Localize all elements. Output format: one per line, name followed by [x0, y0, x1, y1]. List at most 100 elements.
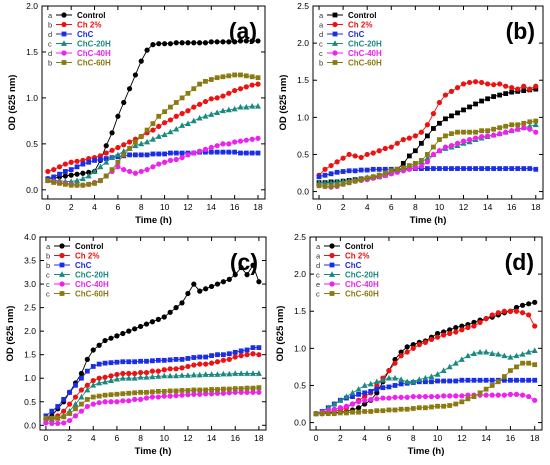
data-point — [459, 323, 465, 329]
data-point — [232, 389, 238, 395]
legend-label: Control — [75, 242, 103, 251]
data-point — [79, 175, 86, 182]
legend-letter: c — [316, 290, 320, 299]
data-point — [96, 400, 102, 406]
legend-letter: a — [316, 252, 321, 261]
data-point — [144, 358, 149, 364]
data-point — [477, 348, 484, 355]
data-point — [203, 149, 208, 155]
data-point — [214, 95, 220, 101]
data-point — [437, 137, 442, 143]
data-point — [527, 119, 533, 125]
data-point — [155, 368, 161, 374]
data-point — [173, 100, 179, 105]
data-point — [532, 377, 538, 383]
data-point — [220, 357, 227, 363]
data-point — [138, 140, 145, 147]
data-point — [477, 319, 483, 325]
data-point — [238, 353, 244, 359]
data-point — [412, 165, 418, 171]
data-point — [214, 390, 221, 396]
data-point — [527, 86, 533, 92]
legend-marker — [332, 21, 338, 28]
data-point — [214, 371, 221, 377]
data-point — [197, 387, 203, 393]
data-point — [520, 377, 525, 383]
data-point — [313, 411, 319, 417]
data-point — [532, 121, 539, 128]
data-point — [513, 308, 520, 314]
data-point — [96, 361, 102, 367]
data-point — [532, 323, 538, 329]
data-point — [80, 170, 86, 176]
data-point — [138, 134, 144, 139]
data-point — [155, 389, 161, 394]
data-point — [334, 183, 340, 189]
data-point — [449, 113, 454, 119]
data-point — [489, 377, 495, 383]
data-point — [103, 159, 110, 165]
data-point — [185, 392, 191, 398]
data-point — [519, 351, 526, 357]
data-point — [62, 173, 68, 179]
data-point — [448, 88, 455, 94]
data-point — [406, 153, 412, 159]
data-point — [340, 155, 346, 161]
data-point — [66, 401, 73, 407]
data-point — [410, 342, 416, 348]
legend-marker — [61, 21, 67, 28]
y-axis-label: OD (625 nm) — [278, 75, 289, 131]
data-point — [90, 394, 96, 400]
data-point — [133, 139, 138, 145]
data-point — [249, 150, 255, 156]
data-point — [150, 121, 156, 127]
data-point — [400, 137, 406, 143]
data-point — [349, 401, 356, 407]
data-point — [392, 407, 398, 413]
data-point — [197, 361, 203, 367]
data-point — [244, 385, 250, 391]
data-point — [418, 129, 424, 135]
data-point — [237, 38, 244, 44]
data-point — [361, 382, 368, 388]
data-point — [256, 279, 262, 285]
data-point — [410, 406, 416, 411]
y-tick-label: 2.0 — [294, 269, 306, 279]
legend-letter: a — [319, 11, 324, 20]
x-tick-label: 2 — [67, 433, 72, 443]
data-point — [508, 377, 513, 383]
data-point — [179, 150, 185, 156]
data-point — [55, 415, 61, 421]
data-point — [62, 161, 68, 167]
data-point — [237, 103, 244, 110]
data-point — [109, 167, 115, 172]
data-point — [167, 357, 173, 363]
data-point — [436, 148, 443, 154]
legend: a Control b Ch 2% d ChC c ChC-20H d ChC-40H b ChC-6… — [48, 11, 111, 68]
data-point — [68, 172, 74, 178]
data-point — [126, 390, 132, 396]
data-point — [453, 324, 459, 331]
legend-label: Ch 2% — [348, 21, 372, 30]
data-point — [379, 377, 386, 383]
data-point — [126, 168, 133, 175]
data-point — [68, 182, 74, 188]
x-tick-label: 8 — [411, 433, 416, 443]
data-point — [127, 146, 132, 151]
data-point — [322, 172, 328, 178]
x-tick-label: 12 — [183, 433, 193, 443]
data-point — [394, 140, 400, 146]
y-tick-label: 0.5 — [24, 397, 36, 407]
legend-marker — [61, 31, 67, 37]
data-point — [491, 94, 497, 99]
data-point — [109, 147, 115, 153]
data-point — [249, 38, 255, 44]
series-ch-2- — [45, 81, 261, 175]
data-point — [185, 152, 191, 158]
data-point — [404, 378, 411, 385]
y-axis-label: OD (625 nm) — [5, 306, 16, 362]
data-point — [68, 167, 74, 172]
legend-marker — [329, 271, 335, 277]
data-point — [352, 153, 358, 159]
data-point — [497, 92, 503, 98]
